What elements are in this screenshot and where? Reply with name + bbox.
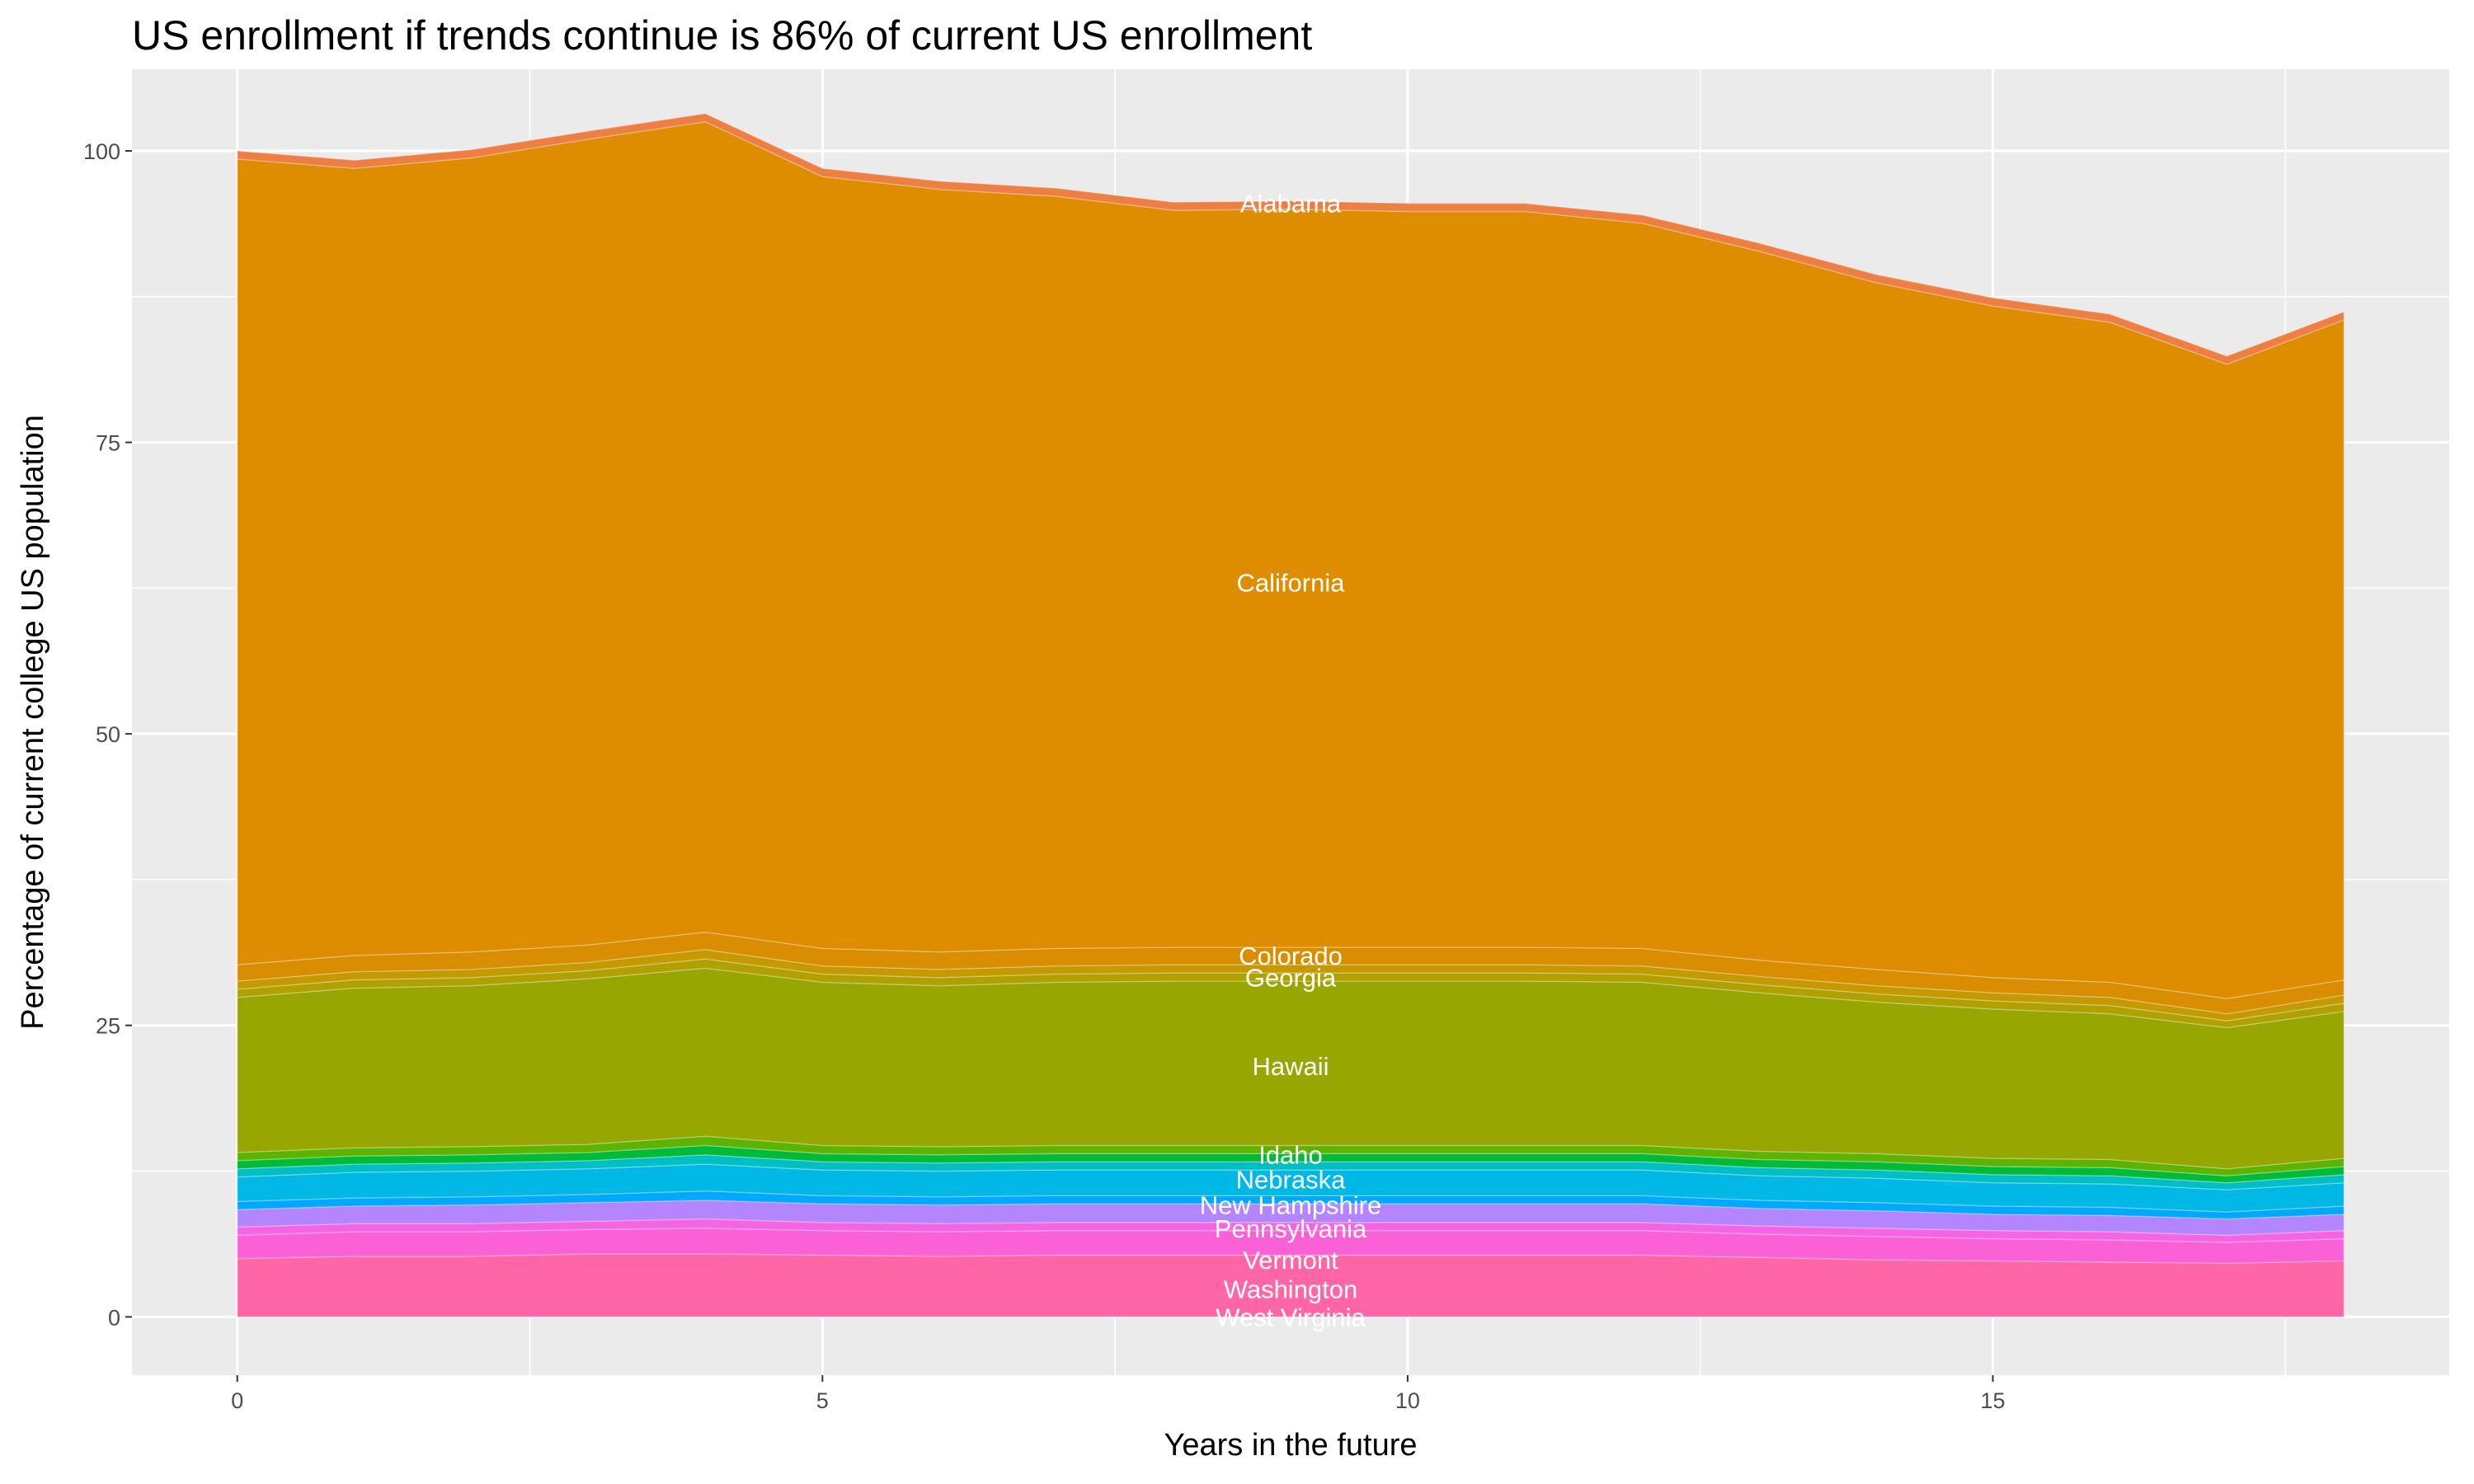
area-label: West Virginia <box>1216 1303 1366 1331</box>
x-tick-label: 0 <box>231 1388 243 1413</box>
x-axis-title: Years in the future <box>1164 1428 1417 1463</box>
area-label: Colorado <box>1239 942 1343 970</box>
area-label: Nebraska <box>1236 1165 1346 1194</box>
y-tick-label: 50 <box>96 722 120 747</box>
y-tick-label: 0 <box>108 1305 120 1330</box>
x-tick-label: 10 <box>1395 1388 1420 1413</box>
x-tick-label: 5 <box>816 1388 829 1413</box>
area-label: California <box>1237 568 1346 597</box>
area-label: New Hampshire <box>1200 1191 1382 1220</box>
x-axis: 0 5 10 15 <box>231 1375 2006 1413</box>
area-layers <box>236 112 2345 1318</box>
area-georgia <box>236 949 2345 1021</box>
area-label: Pennsylvania <box>1215 1214 1367 1243</box>
y-tick-label: 75 <box>96 431 120 456</box>
area-unlabeled <box>236 1144 2345 1184</box>
area-hawaii <box>236 967 2345 1170</box>
area-label: Washington <box>1224 1275 1358 1303</box>
area-unlabeled <box>236 958 2345 1029</box>
y-axis: 0 25 50 75 100 <box>83 139 132 1330</box>
y-axis-title: Percentage of current college US populat… <box>16 415 50 1030</box>
y-tick-label: 100 <box>83 139 120 164</box>
area-nebraska <box>236 1153 2345 1190</box>
area-label: Georgia <box>1245 964 1337 993</box>
y-tick-label: 25 <box>96 1014 120 1039</box>
area-label: Vermont <box>1243 1246 1338 1275</box>
chart-title: US enrollment if trends continue is 86% … <box>132 12 1312 59</box>
area-label: Hawaii <box>1252 1052 1329 1081</box>
area-label: Alabama <box>1240 190 1342 218</box>
area-new-hampshire <box>236 1163 2345 1213</box>
x-tick-label: 15 <box>1980 1388 2005 1413</box>
area-label: Idaho <box>1258 1141 1323 1170</box>
area-idaho <box>236 1135 2345 1176</box>
area-alabama <box>236 112 2345 365</box>
